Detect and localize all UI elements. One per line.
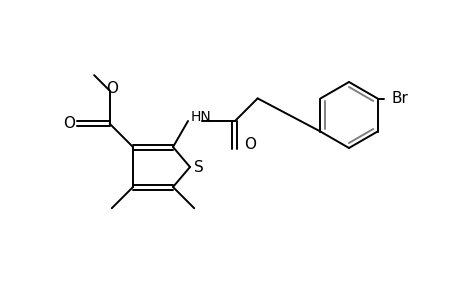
Text: S: S — [194, 160, 203, 175]
Text: Br: Br — [390, 91, 407, 106]
Text: O: O — [243, 136, 256, 152]
Text: HN: HN — [190, 110, 211, 124]
Text: O: O — [62, 116, 74, 131]
Text: O: O — [106, 81, 118, 96]
